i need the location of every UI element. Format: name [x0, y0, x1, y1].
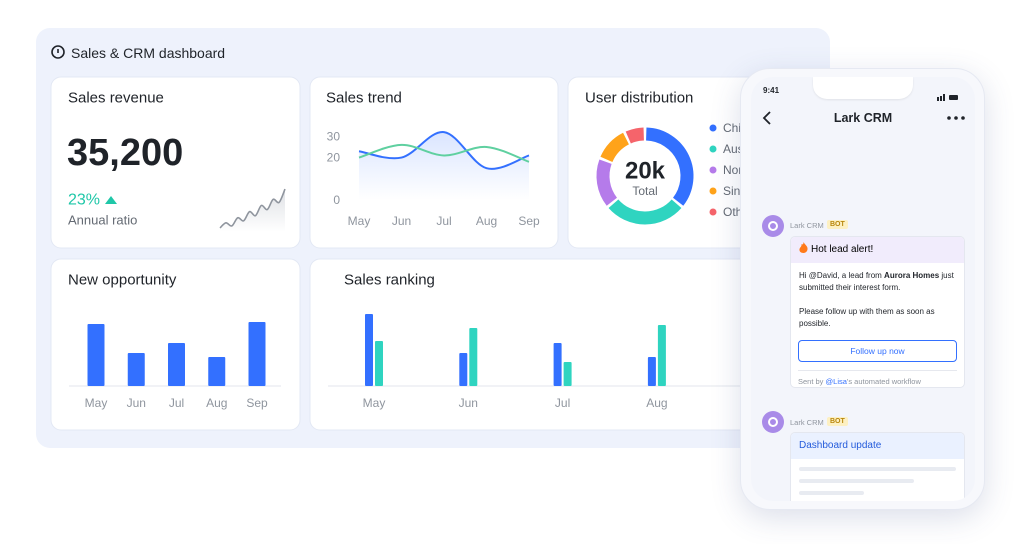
donut-center-value: 20k: [625, 158, 666, 185]
more-button[interactable]: [946, 115, 966, 121]
card-title: User distribution: [585, 90, 693, 107]
bar: [248, 322, 266, 386]
bar: [459, 353, 468, 386]
placeholder-line: [799, 491, 864, 495]
bar: [168, 343, 185, 386]
bar: [657, 325, 666, 386]
donut-segment: [608, 199, 682, 225]
ratio-label: Annual ratio: [68, 213, 137, 228]
app-title: Lark CRM: [833, 111, 893, 125]
legend-label: Oth: [723, 205, 742, 219]
status-icons: [937, 88, 958, 101]
bar: [375, 341, 383, 386]
donut-segment: [596, 159, 618, 206]
card-header: Dashboard update: [791, 433, 964, 459]
x-tick-label: Jul: [555, 396, 570, 410]
legend-dot: [709, 124, 717, 132]
clock-icon: [51, 45, 65, 59]
legend-dot: [709, 145, 717, 153]
alert-title: Hot lead alert!: [811, 244, 874, 255]
bar: [553, 343, 562, 386]
x-tick-label: Jun: [127, 396, 146, 410]
phone-screen: 9:41 Lark CRM Lark CRM BOT Hot lead aler…: [751, 77, 975, 501]
revenue-value: 35,200: [67, 132, 183, 174]
up-arrow: [105, 196, 117, 204]
legend-dot: [709, 166, 717, 174]
body-text: Hi @David, a lead from: [799, 271, 885, 280]
bar: [563, 362, 572, 386]
legend-label: Nor: [723, 163, 742, 177]
sparkline: [219, 188, 286, 229]
x-tick-label: Aug: [206, 396, 227, 410]
bar: [87, 324, 105, 386]
x-tick-label: Aug: [646, 396, 667, 410]
legend-label: Aus: [723, 142, 744, 156]
mention[interactable]: @Lisa: [825, 377, 847, 386]
x-tick-label: Sep: [518, 214, 540, 228]
legend-dot: [709, 208, 717, 216]
message-card: Dashboard update: [790, 432, 965, 501]
legend-label: Sin: [723, 184, 740, 198]
x-tick-label: May: [363, 396, 386, 410]
x-tick-label: Aug: [476, 214, 497, 228]
bot-avatar: [762, 411, 784, 433]
body-text: just submitted their interest form.: [799, 271, 954, 292]
placeholder-line: [799, 479, 914, 483]
bot-avatar: [762, 215, 784, 237]
fire-icon: [799, 242, 808, 253]
back-button[interactable]: [761, 110, 773, 126]
sparkline-area: [220, 189, 285, 232]
bar: [647, 357, 656, 386]
placeholder-line: [799, 467, 956, 471]
donut-segment: [600, 132, 630, 163]
card-header: Hot lead alert!: [791, 237, 964, 263]
message-footer: Sent by @Lisa's automated workflow: [798, 370, 957, 386]
sender: Lark CRM: [790, 221, 824, 230]
card: [50, 76, 301, 249]
x-tick-label: Sep: [246, 396, 268, 410]
x-tick-label: Jul: [169, 396, 184, 410]
dashboard-title: Sales & CRM dashboard: [71, 45, 225, 61]
bar: [365, 314, 373, 386]
y-tick-label: 20: [327, 151, 341, 165]
y-tick-label: 30: [327, 129, 341, 143]
bot-badge: BOT: [827, 417, 848, 426]
x-tick-label: Jun: [392, 214, 411, 228]
sender: Lark CRM: [790, 418, 824, 427]
line-area: [359, 132, 529, 200]
status-time: 9:41: [763, 86, 780, 95]
x-tick-label: Jun: [459, 396, 478, 410]
bot-badge: BOT: [827, 220, 848, 229]
follow-up-button[interactable]: Follow up now: [798, 340, 957, 362]
bar: [208, 357, 226, 386]
footer-text: Sent by: [798, 377, 826, 386]
message-card: Hot lead alert! Hi @David, a lead from A…: [790, 236, 965, 388]
card-title: Sales revenue: [68, 90, 164, 107]
donut-center-label: Total: [632, 184, 657, 198]
donut-segment: [645, 127, 694, 206]
phone: 9:41 Lark CRM Lark CRM BOT Hot lead aler…: [740, 68, 985, 510]
bar: [469, 328, 478, 386]
card-title: Sales ranking: [344, 272, 435, 289]
message-body: Please follow up with them as soon as po…: [799, 307, 935, 328]
x-tick-label: Jul: [436, 214, 451, 228]
x-tick-label: May: [348, 214, 371, 228]
lead-name: Aurora Homes: [884, 271, 940, 280]
legend-label: Chi: [723, 121, 741, 135]
x-tick-label: May: [85, 396, 108, 410]
notch: [813, 77, 913, 99]
legend-dot: [709, 187, 717, 195]
message-body: Hi @David, a lead from Aurora Homes just…: [791, 270, 964, 294]
status-icon-svg: [937, 94, 958, 101]
footer-text: 's automated workflow: [846, 377, 921, 386]
y-tick-label: 0: [333, 193, 340, 207]
line: [358, 131, 530, 170]
card-title: New opportunity: [68, 272, 177, 289]
line: [358, 143, 530, 163]
ratio-value: 23%: [68, 192, 100, 209]
donut-segment: [625, 127, 645, 144]
card-title: Sales trend: [326, 90, 402, 107]
bar: [127, 353, 145, 386]
